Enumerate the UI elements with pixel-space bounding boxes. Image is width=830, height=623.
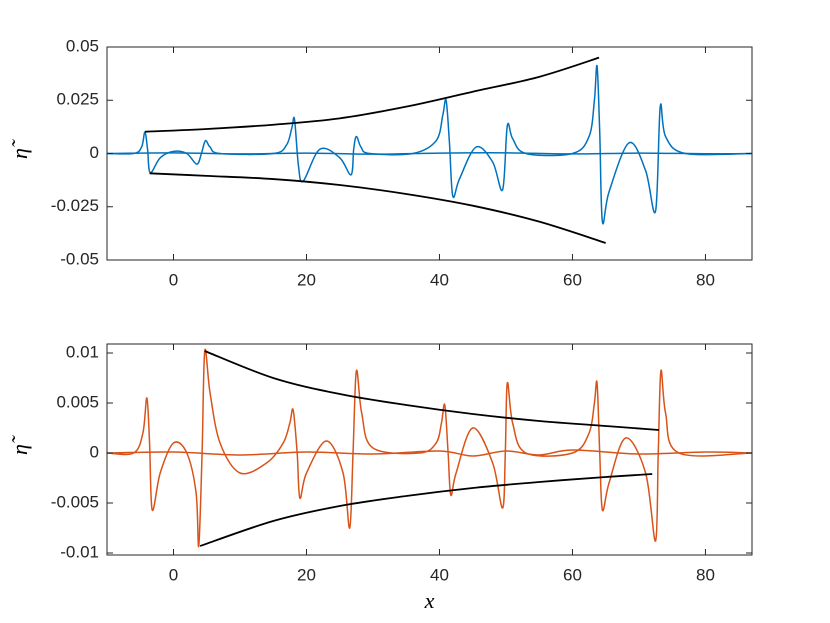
- x-tick-label: 60: [563, 270, 582, 289]
- y-tick-label: -0.005: [51, 492, 99, 511]
- data-line: [199, 473, 653, 547]
- plot-area: [107, 348, 752, 548]
- data-line: [107, 64, 752, 225]
- x-tick-label: 60: [563, 565, 582, 584]
- data-line: [107, 348, 752, 548]
- y-tick-label: 0: [90, 143, 99, 162]
- y-tick-label: -0.05: [60, 249, 99, 268]
- y-tick-label: 0.005: [56, 392, 99, 411]
- x-tick-label: 80: [696, 565, 715, 584]
- axes-box: [106, 343, 753, 556]
- x-tick-label: 20: [297, 270, 316, 289]
- plot-area: [107, 56, 752, 244]
- y-tick-label: 0.025: [56, 90, 99, 109]
- x-tick-label: 40: [430, 565, 449, 584]
- data-line: [204, 350, 659, 431]
- x-axis-label: x: [424, 588, 435, 613]
- y-tick-label: 0.05: [66, 36, 99, 55]
- y-tick-label: -0.025: [51, 196, 99, 215]
- x-tick-label: 0: [169, 270, 178, 289]
- y-tick-label: 0.01: [66, 342, 99, 361]
- y-tick-label: 0: [90, 442, 99, 461]
- data-line: [144, 56, 600, 133]
- x-tick-label: 20: [297, 565, 316, 584]
- x-tick-label: 0: [169, 565, 178, 584]
- y-tick-label: -0.01: [60, 542, 99, 561]
- x-tick-label: 80: [696, 270, 715, 289]
- data-line: [149, 172, 606, 244]
- x-tick-label: 40: [430, 270, 449, 289]
